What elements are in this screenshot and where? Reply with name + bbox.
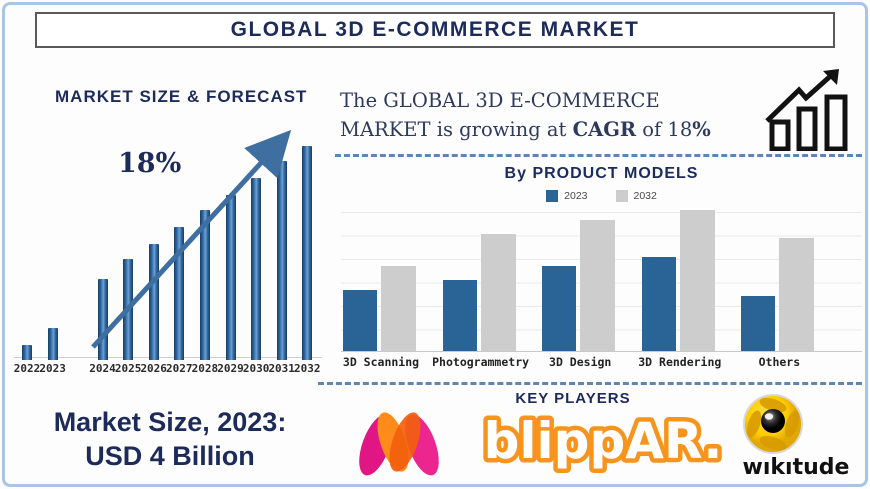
forecast-axis-line bbox=[14, 357, 322, 358]
forecast-bar-2029 bbox=[225, 195, 236, 360]
forecast-bar-2022 bbox=[22, 345, 32, 360]
wikitude-eye-icon bbox=[743, 394, 803, 454]
forecast-year-label-2029: 2029 bbox=[217, 362, 244, 375]
product-models-heading: By PRODUCT MODELS bbox=[504, 165, 699, 182]
page-title: GLOBAL 3D E-COMMERCE MARKET bbox=[230, 18, 640, 41]
forecast-year-label-2030: 2030 bbox=[242, 362, 270, 375]
cagr-note-text: The GLOBAL 3D E-COMMERCE MARKET is growi… bbox=[340, 89, 660, 142]
growth-trend-arrow bbox=[91, 129, 292, 349]
product-bar-2032-3D Design bbox=[580, 220, 616, 351]
legend-label-2023: 2023 bbox=[564, 190, 588, 202]
product-models-category-labels: 3D Scanning Photogrammetry 3D Design 3D Ren… bbox=[341, 355, 862, 373]
dashed-divider-top bbox=[335, 154, 862, 157]
forecast-year-label-2032: 2032 bbox=[294, 362, 321, 375]
forecast-bar-2023 bbox=[47, 328, 58, 360]
cagr-bold: CAGR bbox=[572, 118, 637, 142]
forecast-bar-2028 bbox=[199, 210, 210, 360]
legend-item-2032: 2032 bbox=[615, 190, 657, 202]
product-category-label: 3D Rendering bbox=[638, 355, 722, 369]
market-size-line2: USD 4 Billion bbox=[85, 440, 255, 471]
forecast-chart: 2022 2023 2024 2025 2026 2027 2028 2029 2030 2031… bbox=[0, 130, 335, 380]
wikitude-logo-text: wıkıtude bbox=[743, 455, 850, 480]
growth-chart-icon bbox=[765, 69, 848, 151]
forecast-year-label-2027: 2027 bbox=[166, 362, 193, 375]
forecast-year-label-2026: 2026 bbox=[140, 362, 167, 375]
market-size-callout: Market Size, 2023: USD 4 Billion bbox=[20, 406, 320, 474]
forecast-year-label-2022: 2022 bbox=[13, 362, 41, 375]
key-players-heading: KEY PLAYERS bbox=[515, 390, 631, 407]
forecast-bar-2032 bbox=[302, 146, 313, 360]
product-bar-2023-Photogrammetry bbox=[442, 280, 477, 351]
forecast-bar-2030 bbox=[251, 178, 262, 360]
forecast-bar-2027 bbox=[174, 227, 185, 360]
product-bar-2032-3D Rendering bbox=[679, 210, 715, 351]
legend-swatch-2032 bbox=[615, 190, 628, 202]
forecast-year-label-2023: 2023 bbox=[39, 362, 66, 375]
forecast-section-heading: MARKET SIZE & FORECAST bbox=[55, 87, 308, 106]
legend-label-2032: 2032 bbox=[633, 190, 657, 202]
product-category-label: Photogrammetry bbox=[432, 355, 530, 369]
product-category-label: 3D Scanning bbox=[342, 355, 420, 369]
product-bar-2032-Photogrammetry bbox=[480, 234, 516, 351]
forecast-growth-label: 18% bbox=[118, 148, 182, 179]
product-bar-2023-3D Rendering bbox=[641, 257, 676, 351]
blippar-logo: blippAR. bbox=[479, 408, 727, 475]
myntra-logo-icon bbox=[359, 412, 439, 476]
forecast-bar-2026 bbox=[148, 244, 159, 360]
cagr-note: The GLOBAL 3D E-COMMERCE MARKET is growi… bbox=[340, 86, 750, 145]
blippar-logo-text: blippAR. bbox=[484, 412, 723, 470]
product-models-legend: 2023 2032 bbox=[341, 190, 862, 202]
legend-item-2023: 2023 bbox=[546, 190, 588, 202]
product-bar-2023-3D Scanning bbox=[343, 290, 377, 351]
market-size-line1: Market Size, 2023: bbox=[53, 407, 287, 437]
product-category-label: 3D Design bbox=[549, 355, 612, 369]
product-bar-2023-Others bbox=[741, 296, 776, 351]
dashed-divider-bottom bbox=[318, 382, 862, 385]
product-models-chart bbox=[341, 210, 862, 352]
product-bar-2023-3D Design bbox=[542, 266, 577, 351]
product-category-label: Others bbox=[758, 355, 801, 369]
forecast-year-label-2025: 2025 bbox=[114, 362, 142, 375]
legend-swatch-2023 bbox=[546, 190, 559, 202]
product-bar-2032-3D Scanning bbox=[381, 266, 416, 351]
forecast-year-label-2024: 2024 bbox=[89, 362, 116, 375]
forecast-year-label-2031: 2031 bbox=[268, 362, 295, 375]
cagr-note-mid: of 18 bbox=[636, 118, 693, 142]
forecast-year-label-2028: 2028 bbox=[191, 362, 219, 375]
product-bar-2032-Others bbox=[779, 238, 815, 351]
forecast-bar-2024 bbox=[97, 279, 108, 360]
cagr-pct-bold: % bbox=[692, 118, 711, 142]
forecast-bar-2031 bbox=[276, 161, 287, 360]
wikitude-logo: wıkıtude bbox=[743, 394, 850, 480]
title-bar: GLOBAL 3D E-COMMERCE MARKET bbox=[35, 12, 835, 48]
